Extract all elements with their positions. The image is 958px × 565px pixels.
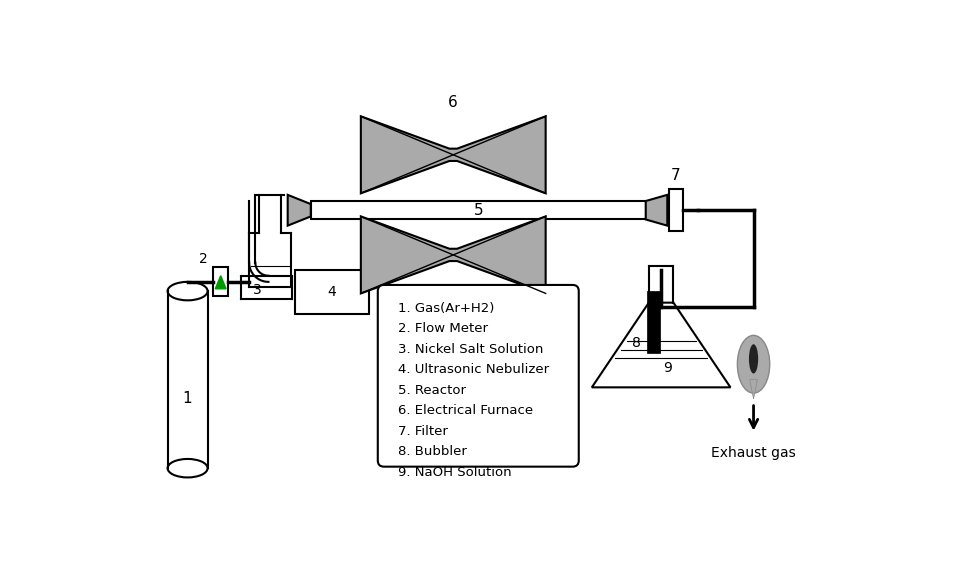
Text: 5: 5 (473, 203, 483, 218)
Ellipse shape (168, 282, 208, 301)
Text: 2: 2 (199, 252, 208, 266)
Polygon shape (592, 303, 730, 388)
Text: 9: 9 (663, 361, 672, 375)
Text: 3: 3 (253, 282, 262, 297)
Ellipse shape (168, 459, 208, 477)
Ellipse shape (738, 336, 769, 393)
Polygon shape (361, 116, 546, 193)
Bar (669, 189, 683, 232)
Polygon shape (750, 380, 758, 399)
Text: 4: 4 (328, 285, 336, 299)
Polygon shape (361, 216, 546, 293)
Text: Exhaust gas: Exhaust gas (711, 446, 796, 460)
Bar (648, 291, 660, 353)
Text: 6: 6 (448, 95, 458, 110)
FancyBboxPatch shape (377, 285, 579, 467)
Polygon shape (287, 195, 310, 225)
Polygon shape (646, 195, 668, 225)
Text: 1. Gas(Ar+H2)
2. Flow Meter
3. Nickel Salt Solution
4. Ultrasonic Nebulizer
5. R: 1. Gas(Ar+H2) 2. Flow Meter 3. Nickel Sa… (398, 302, 549, 479)
Bar (295, 270, 369, 314)
Text: 7: 7 (671, 168, 680, 182)
Bar (310, 201, 646, 219)
Polygon shape (216, 276, 226, 289)
Bar (213, 267, 228, 297)
Text: 8: 8 (632, 336, 641, 350)
Ellipse shape (749, 344, 758, 373)
Text: 1: 1 (183, 392, 193, 406)
